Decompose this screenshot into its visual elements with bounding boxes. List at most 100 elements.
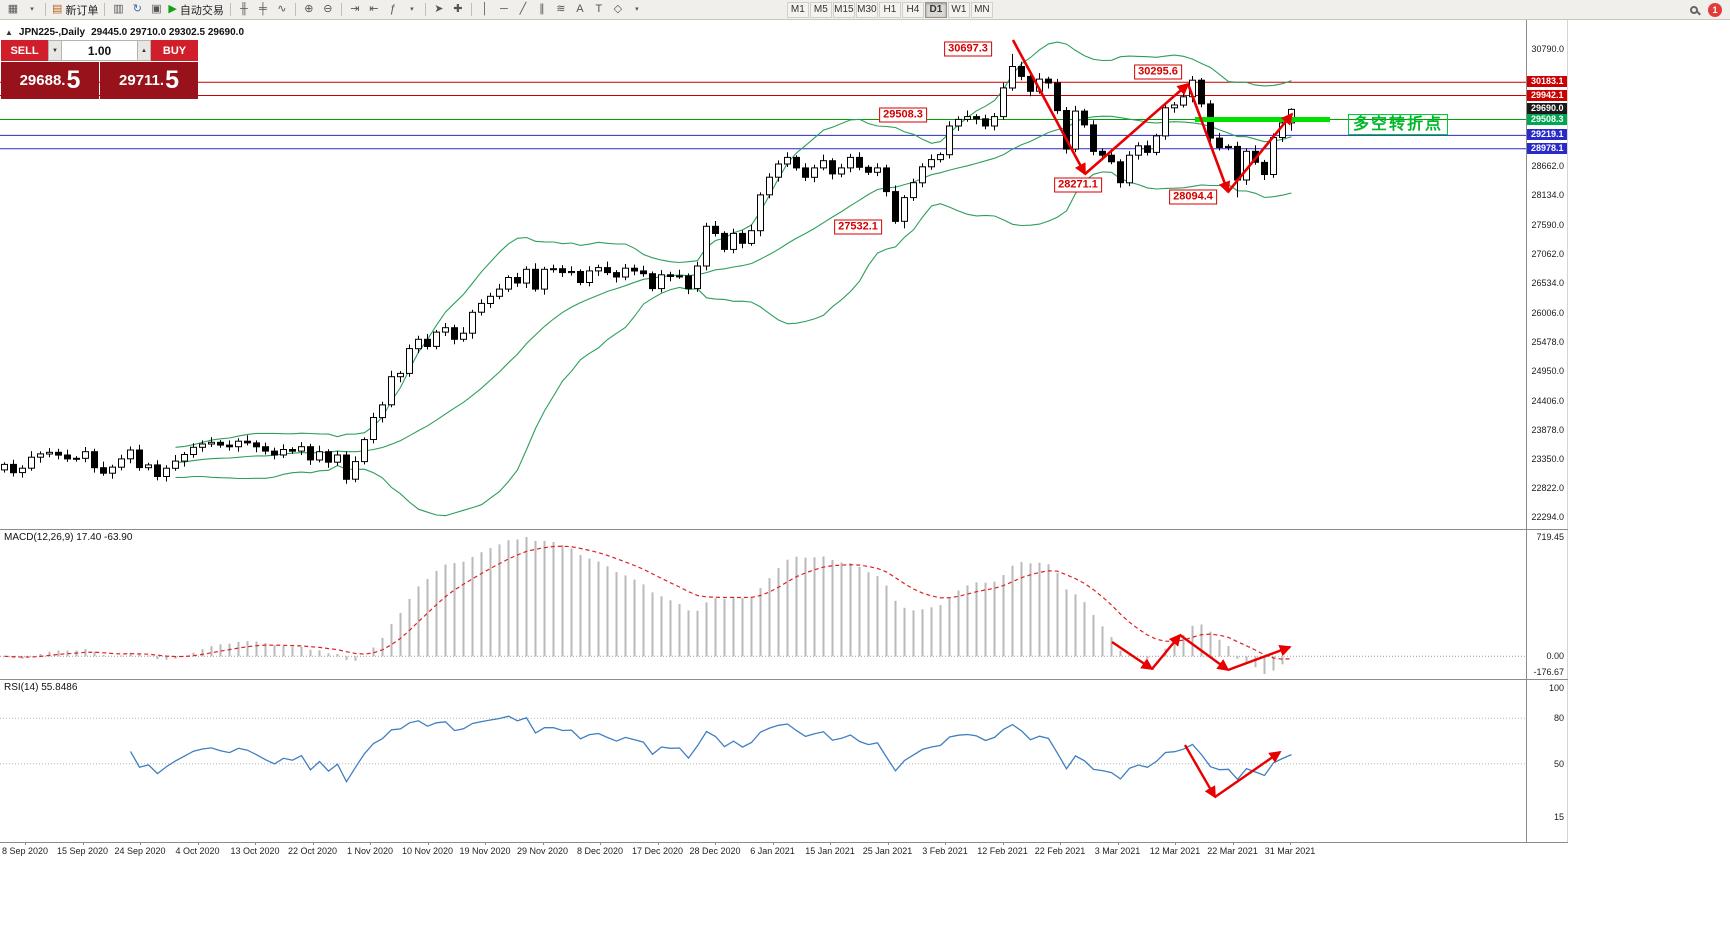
auto-trading-button[interactable]: ▶ 自动交易 <box>168 3 224 17</box>
axis-tick-label: 24950.0 <box>1531 365 1564 376</box>
text-icon[interactable]: A <box>576 3 584 15</box>
cursor-icon[interactable]: ➤ <box>434 3 444 15</box>
timeframe-button-m1[interactable]: M1 <box>786 1 809 18</box>
timeframe-button-m30[interactable]: M30 <box>855 1 878 18</box>
date-label: 12 Feb 2021 <box>977 846 1028 856</box>
panel-separator[interactable] <box>0 529 1568 530</box>
axis-tick-label: -176.67 <box>1533 667 1564 677</box>
date-label: 1 Nov 2020 <box>346 846 394 856</box>
shapes-icon[interactable]: ◇ <box>613 3 623 15</box>
new-chart-caret[interactable]: ▾ <box>30 6 34 13</box>
date-label: 22 Oct 2020 <box>287 846 338 856</box>
date-tick <box>1232 842 1234 845</box>
date-label: 3 Mar 2021 <box>1094 846 1141 856</box>
timeframe-button-m5[interactable]: M5 <box>809 1 832 18</box>
auto-scroll-icon[interactable]: ⇥ <box>350 3 360 15</box>
one-click-trading-widget: SELL ▼ ▲ BUY 29688.5 29711.5 <box>1 40 198 99</box>
axis-tick-label: 30790.0 <box>1531 43 1564 54</box>
axis-tick-label: 100 <box>1548 683 1564 693</box>
date-label: 15 Sep 2020 <box>56 846 109 856</box>
date-label: 4 Oct 2020 <box>175 846 220 856</box>
price-tag: 29219.1 <box>1527 129 1567 141</box>
shapes-caret[interactable]: ▾ <box>635 6 639 13</box>
bar-chart-icon[interactable]: ╫ <box>239 3 248 15</box>
date-label: 12 Mar 2021 <box>1149 846 1201 856</box>
axis-tick-label: 719.45 <box>1536 532 1564 542</box>
vertical-line-icon[interactable]: │ <box>481 3 489 15</box>
channel-icon[interactable]: ∥ <box>539 3 545 15</box>
volume-increase-button[interactable]: ▲ <box>137 40 151 61</box>
date-tick <box>1290 842 1291 845</box>
sell-price: 29688. <box>19 72 66 89</box>
chart-profiles-icon[interactable]: ▥ <box>113 3 124 15</box>
date-tick <box>485 842 486 845</box>
buy-price: 29711. <box>119 72 165 89</box>
volume-input[interactable] <box>62 40 137 61</box>
price-annotation: 28094.4 <box>1169 189 1217 205</box>
timeframe-button-h4[interactable]: H4 <box>901 1 924 18</box>
data-window-icon[interactable]: ▣ <box>151 3 162 15</box>
axis-tick-label: 23878.0 <box>1531 424 1564 435</box>
date-label: 31 Mar 2021 <box>1264 846 1316 856</box>
new-order-button[interactable]: ▤ 新订单 <box>52 3 99 17</box>
axis-tick-label: 26534.0 <box>1531 278 1564 289</box>
date-tick <box>600 842 601 845</box>
notification-badge[interactable]: 1 <box>1708 2 1722 17</box>
candlestick-chart <box>0 39 1526 517</box>
candlestick-chart-icon[interactable]: ╪ <box>258 3 267 15</box>
date-tick <box>197 842 199 845</box>
timeframe-button-h1[interactable]: H1 <box>878 1 901 18</box>
text-label-icon[interactable]: T <box>595 3 603 15</box>
axis-tick-label: 22294.0 <box>1531 512 1564 523</box>
refresh-icon[interactable]: ↻ <box>132 3 143 15</box>
date-label: 10 Nov 2020 <box>401 846 454 856</box>
buy-button[interactable]: BUY <box>151 40 198 61</box>
timeframe-button-w1[interactable]: W1 <box>947 1 970 18</box>
toolbar-separator <box>470 3 472 16</box>
date-tick <box>82 842 84 845</box>
horizontal-line-icon[interactable]: ─ <box>499 3 508 15</box>
buy-price-button[interactable]: 29711. 5 <box>100 62 198 99</box>
trendline-icon[interactable]: ╱ <box>519 3 527 15</box>
axis-tick-label: 24406.0 <box>1531 395 1564 406</box>
main-chart-panel[interactable]: 30697.3 30295.6 29508.3 28271.1 28094.4 27532… <box>0 20 1526 529</box>
volume-decrease-button[interactable]: ▼ <box>48 40 62 61</box>
date-label: 6 Jan 2021 <box>750 846 795 856</box>
indicators-icon[interactable]: ƒ <box>389 3 396 15</box>
date-tick <box>255 842 256 845</box>
price-axis[interactable]: 30790.0 28662.0 28134.0 27590.0 27062.0 26534… <box>1526 20 1568 842</box>
sell-price-big-digit: 5 <box>66 66 81 94</box>
date-label: 17 Dec 2020 <box>631 846 684 856</box>
collapse-icon[interactable]: ▲ <box>5 28 13 37</box>
rsi-panel[interactable]: RSI(14) 55.8486 <box>0 679 1526 842</box>
note-text: 多空转折点 <box>1348 114 1449 135</box>
date-label: 25 Jan 2021 <box>862 846 913 856</box>
time-axis[interactable]: 8 Sep 2020 15 Sep 2020 24 Sep 2020 4 Oct 20… <box>0 842 1568 858</box>
panel-separator[interactable] <box>0 679 1568 680</box>
timeframe-button-m15[interactable]: M15 <box>832 1 855 18</box>
date-tick <box>945 842 946 845</box>
chart-shift-icon[interactable]: ⇤ <box>369 3 379 15</box>
price-tag: 29508.3 <box>1527 113 1567 125</box>
line-chart-icon[interactable]: ∿ <box>277 3 287 15</box>
axis-tick-label: 80 <box>1553 713 1564 724</box>
sell-price-button[interactable]: 29688. 5 <box>1 62 99 99</box>
date-tick <box>715 842 716 845</box>
zoom-in-icon[interactable]: ⊕ <box>304 3 314 15</box>
chart-title: ▲ JPN225-,Daily 29445.0 29710.0 29302.5 … <box>5 27 244 38</box>
fibonacci-icon[interactable]: ≋ <box>556 3 566 15</box>
price-annotation: 29508.3 <box>879 107 927 123</box>
axis-tick-label: 26006.0 <box>1531 307 1564 318</box>
macd-panel[interactable]: MACD(12,26,9) 17.40 -63.90 <box>0 529 1526 679</box>
indicators-caret[interactable]: ▾ <box>410 6 414 13</box>
price-annotation: 30697.3 <box>944 41 992 57</box>
search-icon[interactable] <box>1685 1 1703 18</box>
axis-tick-label: 27590.0 <box>1531 220 1564 231</box>
crosshair-icon[interactable]: ✚ <box>453 3 463 15</box>
zoom-out-icon[interactable]: ⊖ <box>323 3 333 15</box>
sell-button[interactable]: SELL <box>1 40 48 61</box>
timeframe-button-d1[interactable]: D1 <box>924 1 947 18</box>
axis-tick-label: 22822.0 <box>1531 483 1564 493</box>
timeframe-button-mn[interactable]: MN <box>970 1 993 18</box>
new-chart-icon[interactable]: ▦ <box>7 3 19 15</box>
